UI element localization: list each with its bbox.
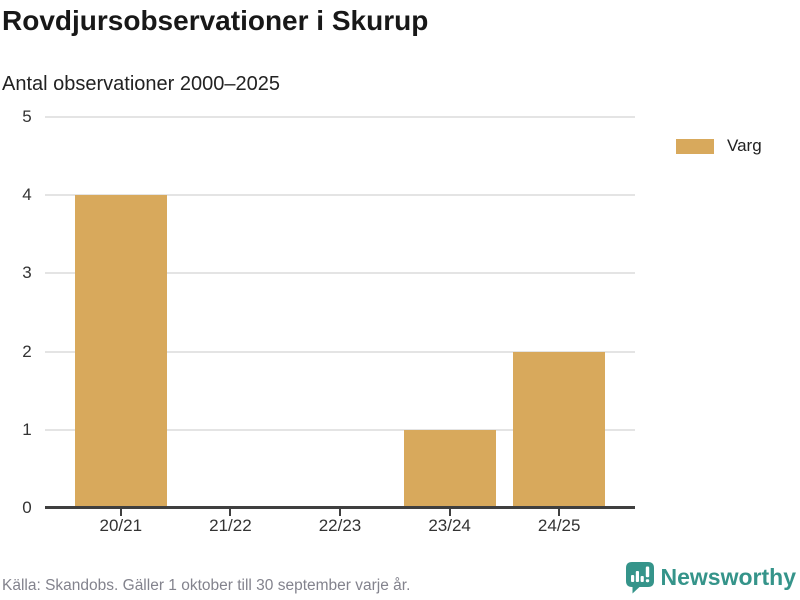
newsworthy-bubble-chart-icon (625, 562, 654, 594)
x-axis-line (45, 506, 635, 509)
chart-subtitle: Antal observationer 2000–2025 (2, 73, 280, 95)
x-axis-tick-label: 21/22 (209, 516, 252, 535)
gridline (45, 272, 635, 275)
bar-24-25 (513, 351, 606, 508)
y-axis-tick-label: 4 (22, 185, 32, 205)
x-axis-tick (229, 509, 232, 516)
y-axis-tick-label: 2 (22, 341, 32, 361)
legend: Varg (676, 136, 762, 156)
plot-area (45, 116, 635, 508)
gridline (45, 350, 635, 353)
y-axis-tick-label: 5 (22, 107, 32, 126)
legend-label: Varg (727, 136, 762, 155)
bar-23-24 (403, 429, 496, 508)
gridline (45, 194, 635, 197)
x-axis-tick (119, 509, 122, 516)
x-axis-tick-label: 24/25 (537, 516, 581, 535)
x-axis-tick (339, 509, 341, 516)
y-axis-tick-label: 1 (22, 419, 32, 439)
x-axis-tick-label: 20/21 (99, 516, 143, 535)
brand-name: Newsworthy (660, 564, 796, 590)
newsworthy-logo[interactable]: Newsworthy (625, 562, 796, 594)
legend-swatch (676, 138, 714, 154)
y-axis-tick-label: 0 (22, 498, 32, 517)
bar-20-21 (74, 195, 167, 508)
y-axis-tick-label: 3 (22, 263, 32, 283)
x-axis-tick-label: 23/24 (428, 516, 471, 535)
source-note: Källa: Skandobs. Gäller 1 oktober till 3… (2, 577, 411, 594)
gridline (45, 428, 635, 431)
x-axis-tick (448, 509, 451, 516)
x-axis-tick (558, 509, 561, 516)
x-axis-tick-label: 22/23 (318, 516, 362, 535)
chart-title: Rovdjursobservationer i Skurup (2, 5, 429, 36)
gridline (45, 116, 635, 118)
